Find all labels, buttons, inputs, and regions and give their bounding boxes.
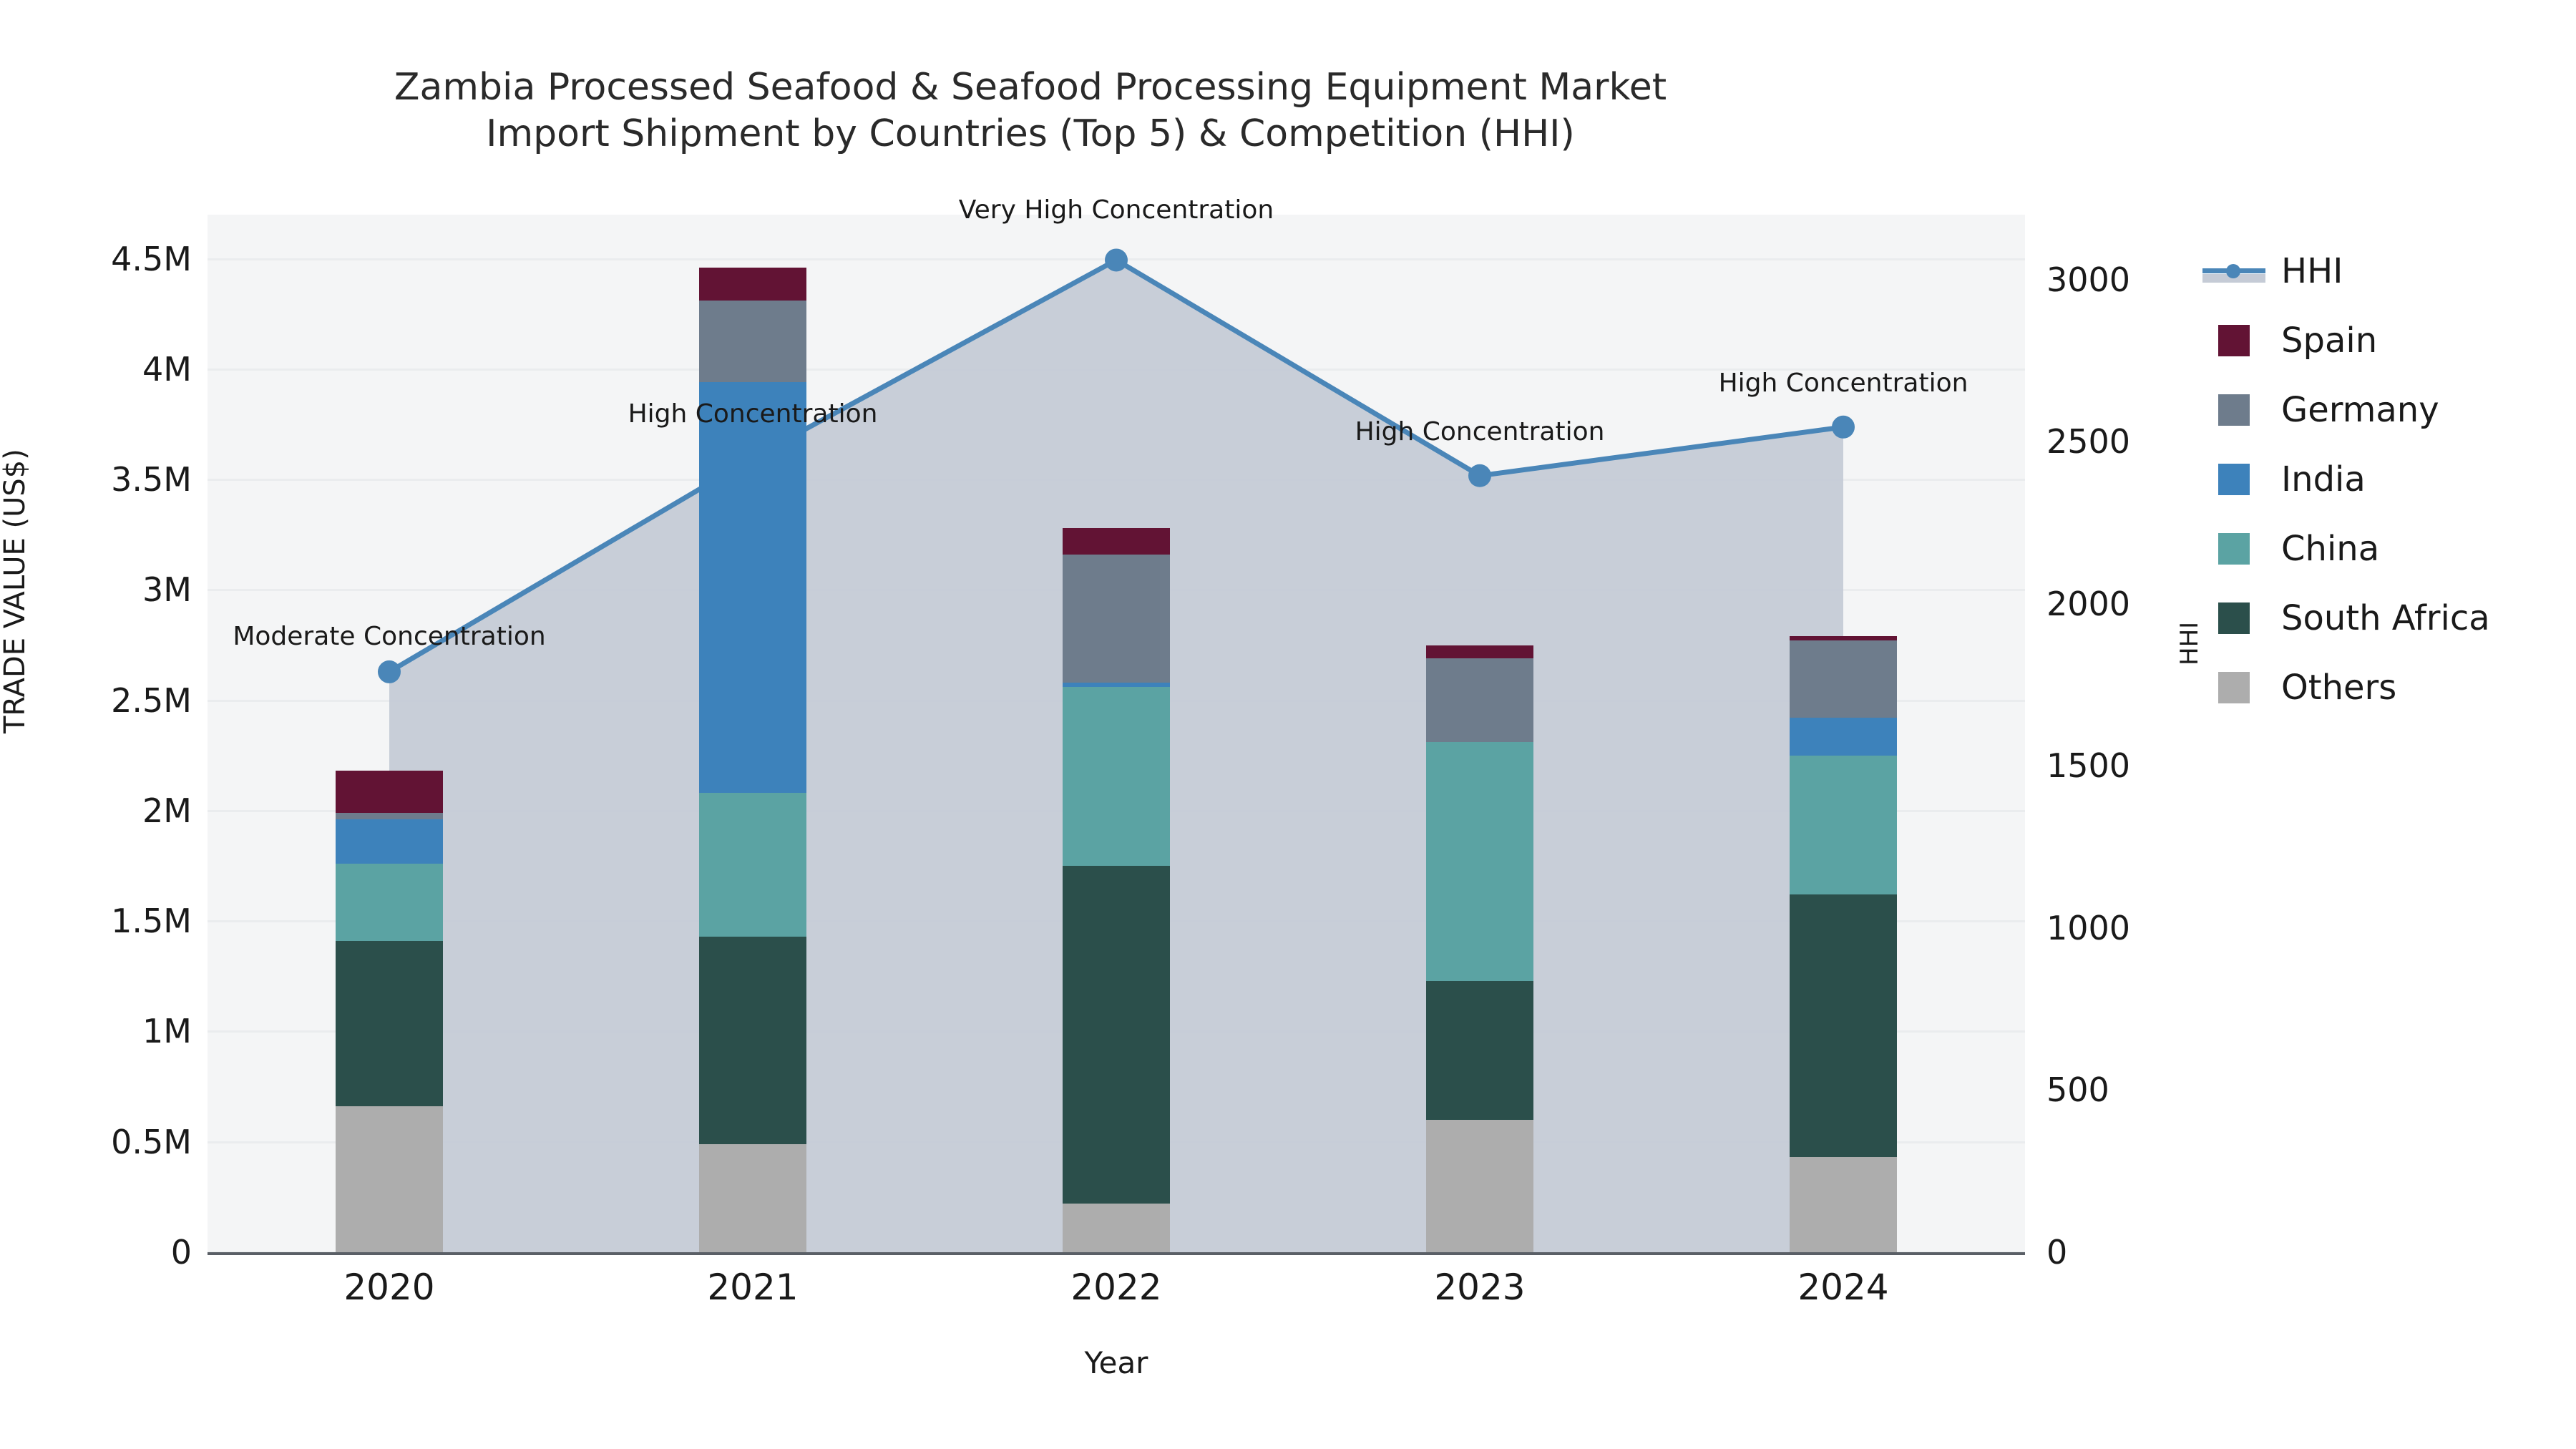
bar-segment-india[interactable] — [699, 382, 806, 794]
y-axis-left-tick: 2M — [142, 791, 192, 830]
concentration-annotation: Very High Concentration — [958, 195, 1274, 225]
x-axis-tick: 2021 — [707, 1267, 799, 1308]
bar-segment-germany[interactable] — [1790, 640, 1897, 718]
legend-label: South Africa — [2281, 597, 2490, 638]
bar-segment-germany[interactable] — [336, 813, 443, 820]
bar-segment-spain[interactable] — [336, 771, 443, 814]
bar-segment-spain[interactable] — [1063, 528, 1170, 555]
bar-segment-china[interactable] — [1426, 742, 1533, 981]
line-marker-icon — [2202, 255, 2265, 287]
hhi-data-point[interactable] — [1105, 248, 1128, 272]
x-axis-title: Year — [1084, 1345, 1148, 1380]
bar-series-layer — [208, 215, 2025, 1252]
legend-label: Germany — [2281, 389, 2439, 430]
y-axis-left-tick: 4.5M — [111, 239, 192, 278]
legend-item-south-africa[interactable]: South Africa — [2218, 583, 2562, 653]
y-axis-right-tick: 1500 — [2046, 746, 2131, 786]
bar-segment-spain[interactable] — [1790, 636, 1897, 641]
bar-segment-india[interactable] — [1790, 718, 1897, 756]
color-swatch-icon — [2218, 463, 2250, 495]
legend-item-others[interactable]: Others — [2218, 653, 2562, 722]
concentration-annotation: High Concentration — [628, 399, 878, 429]
legend-item-hhi[interactable]: HHI — [2202, 236, 2562, 306]
bar-segment-spain[interactable] — [699, 268, 806, 301]
x-axis-tick: 2024 — [1797, 1267, 1889, 1308]
color-swatch-icon — [2218, 602, 2250, 634]
x-axis-tick: 2023 — [1434, 1267, 1526, 1308]
legend-item-india[interactable]: India — [2218, 444, 2562, 514]
concentration-annotation: High Concentration — [1718, 368, 1968, 398]
bar-segment-south-africa[interactable] — [699, 936, 806, 1144]
y-axis-right-tick: 1000 — [2046, 908, 2131, 947]
legend-item-spain[interactable]: Spain — [2218, 306, 2562, 375]
y-axis-left-tick: 0.5M — [111, 1122, 192, 1161]
hhi-data-point[interactable] — [378, 660, 401, 683]
x-axis-line — [208, 1252, 2025, 1255]
y-axis-left-tick: 0 — [170, 1233, 192, 1272]
bar-segment-others[interactable] — [699, 1143, 806, 1252]
color-swatch-icon — [2218, 532, 2250, 565]
x-axis-tick: 2022 — [1070, 1267, 1162, 1308]
bar-segment-south-africa[interactable] — [1426, 980, 1533, 1120]
bar-segment-others[interactable] — [1790, 1157, 1897, 1252]
bar-segment-china[interactable] — [1790, 755, 1897, 895]
y-axis-right-title: HHI — [2175, 621, 2204, 665]
bar-segment-south-africa[interactable] — [1790, 894, 1897, 1158]
bar-segment-china[interactable] — [336, 864, 443, 941]
bar-segment-germany[interactable] — [1063, 555, 1170, 683]
x-axis-tick: 2020 — [343, 1267, 435, 1308]
y-axis-right-tick: 2500 — [2046, 422, 2131, 462]
legend-label: Spain — [2281, 320, 2378, 361]
y-axis-left-tick: 1M — [142, 1012, 192, 1051]
chart-legend: HHI Spain Germany India China South Africa Oth… — [2202, 236, 2562, 722]
bar-segment-china[interactable] — [1063, 687, 1170, 867]
bar-segment-india[interactable] — [1063, 683, 1170, 688]
chart-title: Zambia Processed Seafood & Seafood Proce… — [0, 64, 2061, 157]
legend-item-germany[interactable]: Germany — [2218, 375, 2562, 444]
bar-segment-south-africa[interactable] — [336, 941, 443, 1107]
y-axis-right-tick: 2000 — [2046, 584, 2131, 623]
bar-segment-others[interactable] — [1063, 1204, 1170, 1252]
legend-label: Others — [2281, 667, 2397, 708]
bar-segment-germany[interactable] — [1426, 658, 1533, 743]
y-axis-left-tick: 2.5M — [111, 680, 192, 720]
y-axis-right-tick: 3000 — [2046, 260, 2131, 299]
y-axis-left-tick: 3.5M — [111, 460, 192, 499]
bar-segment-germany[interactable] — [699, 301, 806, 383]
bar-segment-india[interactable] — [336, 819, 443, 864]
color-swatch-icon — [2218, 324, 2250, 356]
y-axis-left-tick: 1.5M — [111, 902, 192, 941]
y-axis-right-tick: 500 — [2046, 1070, 2109, 1110]
chart-title-line-2: Import Shipment by Countries (Top 5) & C… — [486, 112, 1575, 155]
y-axis-left-tick: 4M — [142, 349, 192, 389]
legend-label: China — [2281, 528, 2380, 569]
concentration-annotation: High Concentration — [1355, 416, 1605, 447]
legend-label: India — [2281, 459, 2366, 499]
color-swatch-icon — [2218, 671, 2250, 703]
y-axis-left-tick: 3M — [142, 570, 192, 610]
hhi-data-point[interactable] — [1468, 464, 1491, 487]
legend-label: HHI — [2281, 250, 2343, 291]
concentration-annotation: Moderate Concentration — [233, 621, 546, 651]
chart-title-line-1: Zambia Processed Seafood & Seafood Proce… — [394, 66, 1667, 109]
legend-item-china[interactable]: China — [2218, 514, 2562, 583]
bar-segment-spain[interactable] — [1426, 645, 1533, 659]
bar-segment-china[interactable] — [699, 793, 806, 937]
y-axis-left-title: TRADE VALUE (US$) — [0, 449, 31, 733]
y-axis-right-tick: 0 — [2046, 1233, 2068, 1272]
hhi-data-point[interactable] — [1832, 415, 1855, 439]
bar-segment-others[interactable] — [1426, 1119, 1533, 1252]
color-swatch-icon — [2218, 394, 2250, 426]
bar-segment-others[interactable] — [336, 1106, 443, 1252]
bar-segment-south-africa[interactable] — [1063, 866, 1170, 1204]
